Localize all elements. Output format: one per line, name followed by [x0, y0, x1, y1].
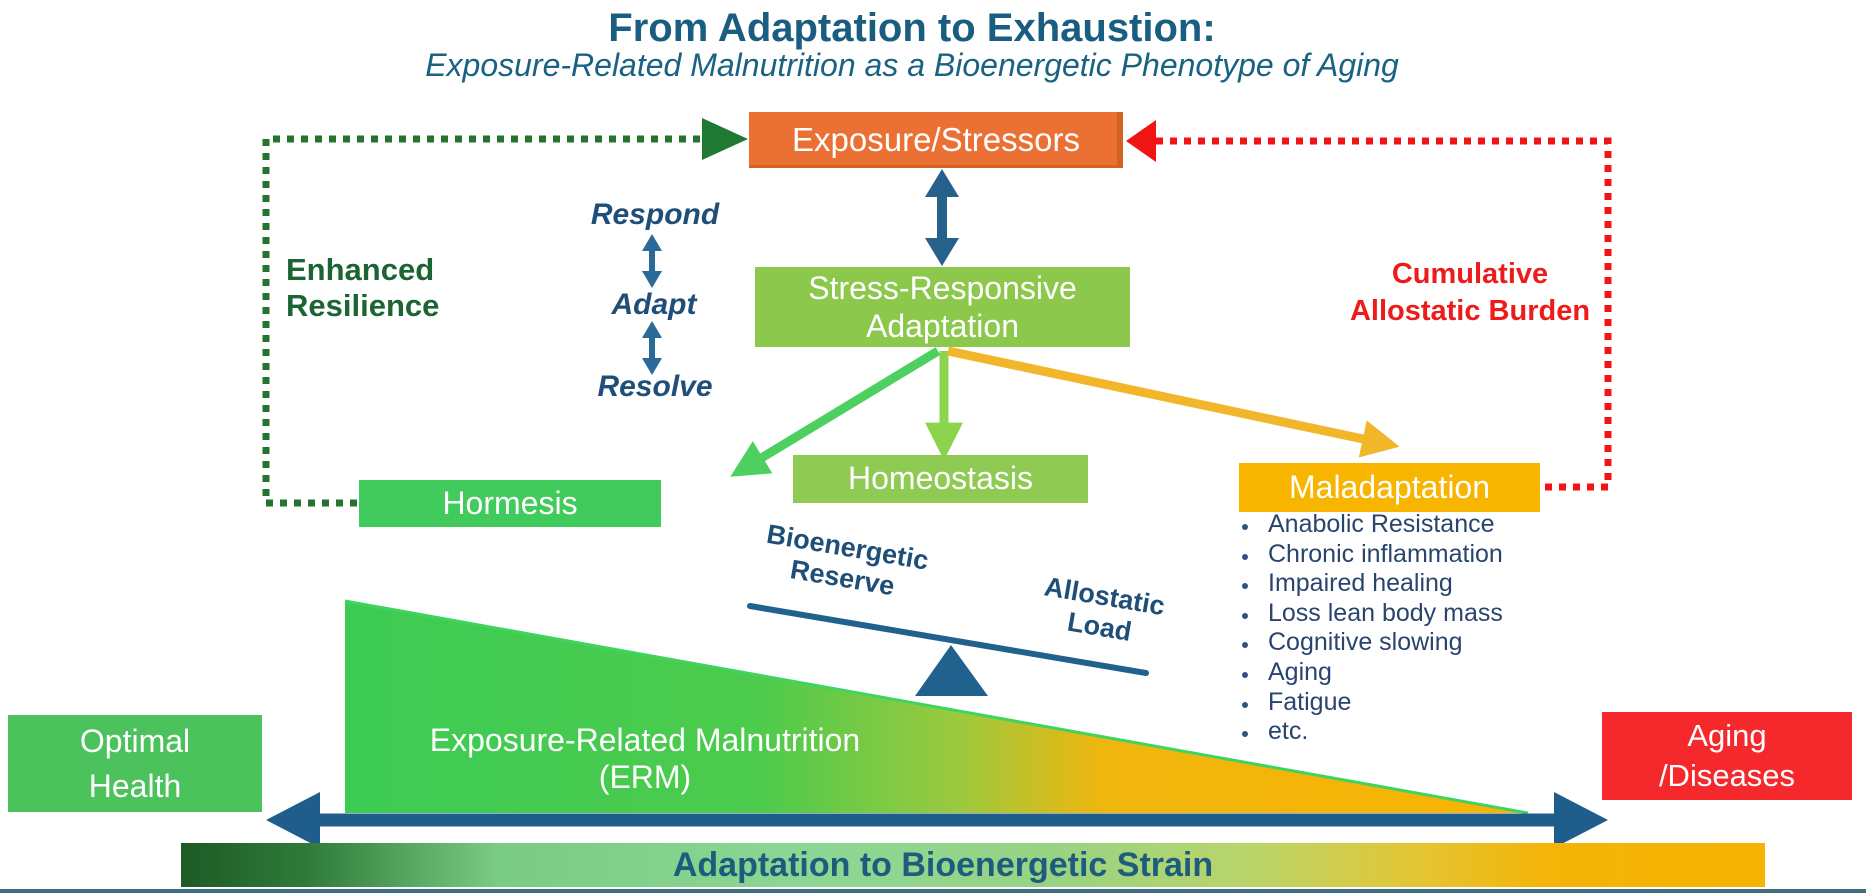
cumulative-allostatic-burden-label: Cumulative Allostatic Burden [1320, 256, 1620, 330]
optimal-health-line2: Health [88, 767, 182, 804]
optimal-health-line1: Optimal [79, 722, 191, 759]
axis-arrow-right-head [1554, 792, 1608, 848]
allostatic-feedback-arrowhead [1126, 120, 1156, 162]
stress-responsive-adaptation-box: Stress-Responsive Adaptation [755, 267, 1130, 347]
cumulative-burden-line1: Cumulative [1391, 258, 1549, 290]
exposure-stressors-label: Exposure/Stressors [792, 120, 1080, 158]
list-item: Anabolic Resistance [1260, 510, 1590, 540]
list-item: Aging [1260, 658, 1590, 688]
maladaptation-bullet-list: Anabolic Resistance Chronic inflammation… [1232, 510, 1590, 747]
figure-title: From Adaptation to Exhaustion: [608, 6, 1216, 50]
erm-triangle-caption: Exposure-Related Malnutrition (ERM) [345, 722, 945, 796]
respond-adapt-down-head [642, 271, 662, 288]
enhanced-resilience-line2: Resilience [286, 288, 440, 323]
erm-caption-line1: Exposure-Related Malnutrition [429, 722, 861, 758]
aging-diseases-line2: /Diseases [1658, 758, 1796, 793]
list-item: Chronic inflammation [1260, 540, 1590, 570]
cycle-resolve-label: Resolve [597, 370, 713, 403]
double-arrow-down-head [925, 238, 959, 266]
arrow-to-maladaptation [947, 346, 1400, 458]
maladaptation-box: Maladaptation [1239, 463, 1540, 512]
allostatic-feedback-dotted-line [1154, 137, 1612, 491]
list-item: Loss lean body mass [1260, 599, 1590, 629]
enhanced-resilience-line1: Enhanced [286, 252, 435, 287]
erm-triangle-hypotenuse [344, 599, 1529, 815]
arrow-to-hormesis [730, 347, 941, 477]
list-item: Cognitive slowing [1260, 628, 1590, 658]
seesaw-fulcrum-triangle [915, 645, 988, 696]
bioenergetic-strain-gradient-bar: Adaptation to Bioenergetic Strain [181, 843, 1765, 887]
bioenergetic-strain-bar-label: Adaptation to Bioenergetic Strain [672, 845, 1214, 884]
hormesis-box: Hormesis [359, 480, 661, 527]
exposure-stressors-box: Exposure/Stressors [749, 112, 1123, 168]
hormesis-label: Hormesis [442, 484, 578, 521]
cumulative-burden-line2: Allostatic Burden [1349, 295, 1591, 327]
aging-diseases-box: Aging /Diseases [1602, 712, 1852, 800]
axis-arrow-left-head [266, 792, 320, 848]
aging-diseases-line1: Aging [1687, 718, 1767, 753]
figure-subtitle: Exposure-Related Malnutrition as a Bioen… [425, 47, 1399, 83]
enhanced-resilience-label: Enhanced Resilience [286, 252, 439, 324]
adapt-resolve-up-head [642, 321, 662, 338]
sra-label-line2: Adaptation [865, 308, 1019, 344]
respond-adapt-up-head [642, 234, 662, 251]
double-arrow-up-head [925, 169, 959, 197]
homeostasis-label: Homeostasis [848, 460, 1033, 497]
figure-bottom-rule [0, 889, 1866, 893]
sra-label-line1: Stress-Responsive [808, 270, 1077, 306]
list-item: etc. [1260, 717, 1590, 747]
cycle-adapt-label: Adapt [611, 288, 697, 321]
hormesis-feedback-arrowhead [702, 118, 748, 160]
list-item: Impaired healing [1260, 569, 1590, 599]
hormesis-feedback-dotted-line [262, 135, 700, 507]
list-item: Fatigue [1260, 688, 1590, 718]
optimal-health-box: Optimal Health [8, 715, 262, 812]
seesaw-beam [747, 603, 1149, 676]
cycle-respond-label: Respond [590, 198, 720, 231]
erm-caption-line2: (ERM) [598, 759, 692, 795]
maladaptation-label: Maladaptation [1288, 468, 1491, 505]
adapt-resolve-down-head [642, 358, 662, 375]
homeostasis-box: Homeostasis [793, 455, 1088, 503]
